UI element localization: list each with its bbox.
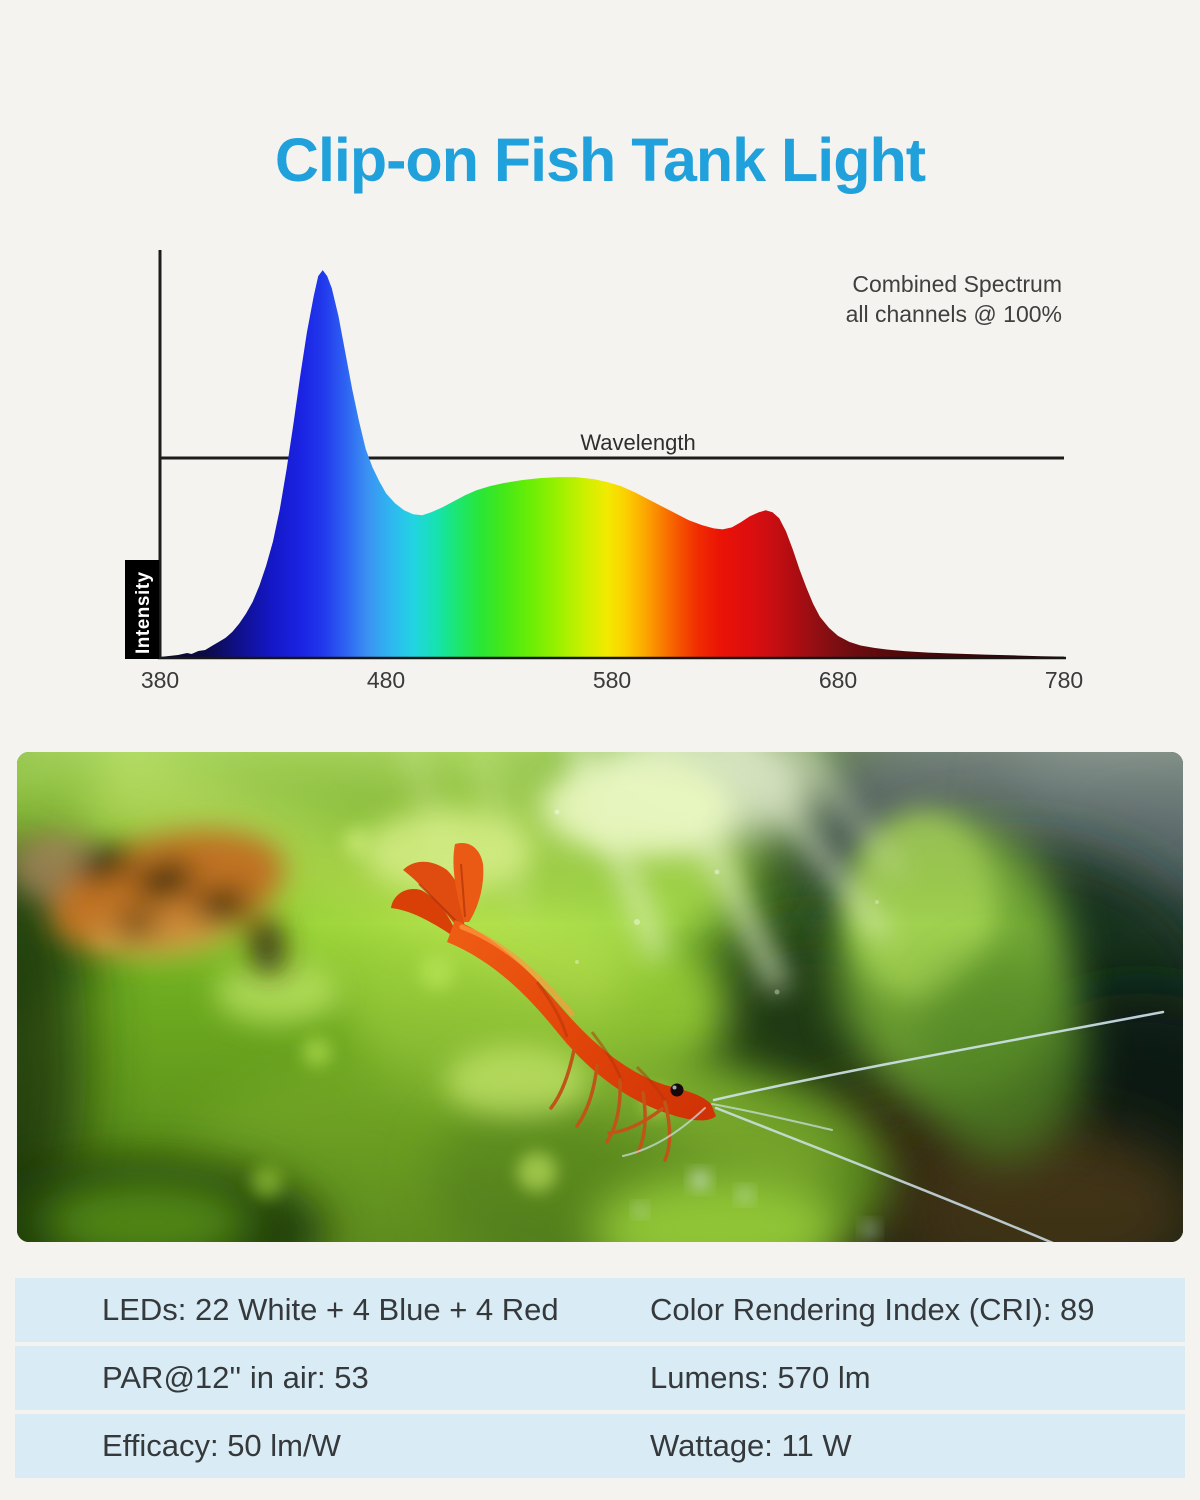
x-tick-380: 380 bbox=[141, 667, 179, 693]
spec-row-efficacy-wattage: Efficacy: 50 lm/W Wattage: 11 W bbox=[15, 1414, 1185, 1478]
spec-efficacy: Efficacy: 50 lm/W bbox=[102, 1428, 341, 1463]
spec-row-par-lumens: PAR@12'' in air: 53 Lumens: 570 lm bbox=[15, 1346, 1185, 1410]
spectrum-chart-svg: Wavelength Combined Spectrum all channel… bbox=[125, 250, 1083, 693]
aquarium-photo bbox=[17, 752, 1183, 1242]
x-tick-480: 480 bbox=[367, 667, 405, 693]
spec-leds: LEDs: 22 White + 4 Blue + 4 Red bbox=[102, 1292, 559, 1327]
shrimp-antennae bbox=[622, 1010, 1165, 1242]
shrimp-legs bbox=[549, 1048, 672, 1162]
red-cherry-shrimp bbox=[391, 842, 1165, 1242]
y-axis-title: Intensity bbox=[133, 571, 154, 654]
moss-highlights bbox=[42, 761, 842, 1242]
y-axis-label-box: Intensity bbox=[125, 560, 159, 659]
spec-lumens: Lumens: 570 lm bbox=[650, 1360, 871, 1395]
spec-par: PAR@12'' in air: 53 bbox=[102, 1360, 369, 1395]
page-title: Clip-on Fish Tank Light bbox=[274, 125, 926, 194]
spectrum-curve bbox=[160, 270, 1064, 658]
x-tick-580: 580 bbox=[593, 667, 631, 693]
x-axis-title: Wavelength bbox=[580, 430, 695, 455]
spec-row-leds-cri: LEDs: 22 White + 4 Blue + 4 Red Color Re… bbox=[15, 1278, 1185, 1342]
shrimp-eye-glint bbox=[672, 1085, 677, 1090]
spec-cri: Color Rendering Index (CRI): 89 bbox=[650, 1292, 1095, 1327]
spectrum-chart: Wavelength Combined Spectrum all channel… bbox=[0, 240, 1200, 700]
intensity-label-background bbox=[125, 560, 159, 659]
x-axis-ticks: 380 480 580 680 780 bbox=[141, 667, 1083, 693]
water-bokeh-specks bbox=[554, 809, 879, 1238]
x-tick-780: 780 bbox=[1045, 667, 1083, 693]
shrimp-body bbox=[447, 920, 716, 1121]
shrimp-tail-fan bbox=[391, 842, 484, 936]
spec-wattage: Wattage: 11 W bbox=[650, 1428, 852, 1463]
chart-annotation-line1: Combined Spectrum bbox=[852, 271, 1062, 297]
aquarium-photo-art bbox=[17, 752, 1183, 1242]
shrimp-eye bbox=[670, 1083, 684, 1097]
x-tick-680: 680 bbox=[819, 667, 857, 693]
chart-annotation-line2: all channels @ 100% bbox=[846, 301, 1062, 327]
blurred-fish bbox=[17, 830, 286, 972]
specs-table: LEDs: 22 White + 4 Blue + 4 Red Color Re… bbox=[15, 1278, 1185, 1482]
